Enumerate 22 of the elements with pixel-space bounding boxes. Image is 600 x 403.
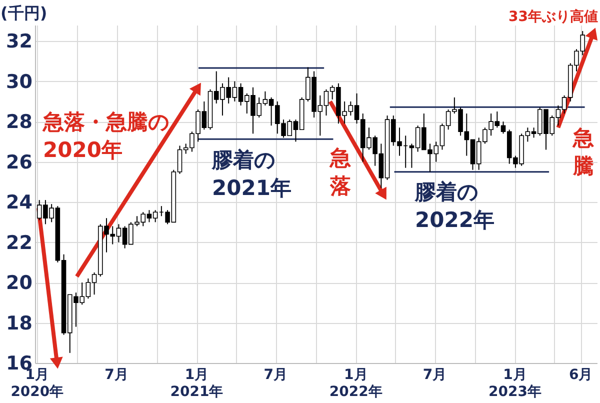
annotation: 膠着の 2022年 — [414, 180, 494, 232]
y-tick-label: 22 — [6, 232, 32, 254]
y-tick-label: 24 — [6, 192, 32, 214]
text: 33年ぶり高値 — [508, 8, 598, 25]
annotation: 膠着の 2021年 — [211, 148, 292, 200]
x-tick-label: 1月 2023年 — [488, 367, 542, 400]
annotation: 急落 — [329, 146, 351, 198]
x-tick-label: 6月 — [568, 367, 593, 383]
y-tick-label: 30 — [6, 70, 32, 93]
y-tick-label: 18 — [6, 312, 32, 334]
x-tick-label: 1月 2021年 — [170, 367, 224, 400]
annotation: 急騰 — [572, 126, 594, 178]
x-tick-label: 1月 2022年 — [329, 367, 382, 400]
x-tick-label: 7月 — [422, 367, 447, 383]
y-tick-label: 32 — [6, 30, 32, 53]
annotation: 急落・急騰の 2020年 — [42, 110, 170, 162]
y-tick-label: 28 — [6, 111, 32, 134]
x-tick-label: 7月 — [104, 367, 128, 383]
y-axis-title: (千円) — [0, 4, 48, 22]
x-tick-label: 7月 — [264, 367, 288, 383]
y-tick-label: 20 — [6, 272, 32, 294]
y-tick-label: 26 — [6, 151, 32, 174]
